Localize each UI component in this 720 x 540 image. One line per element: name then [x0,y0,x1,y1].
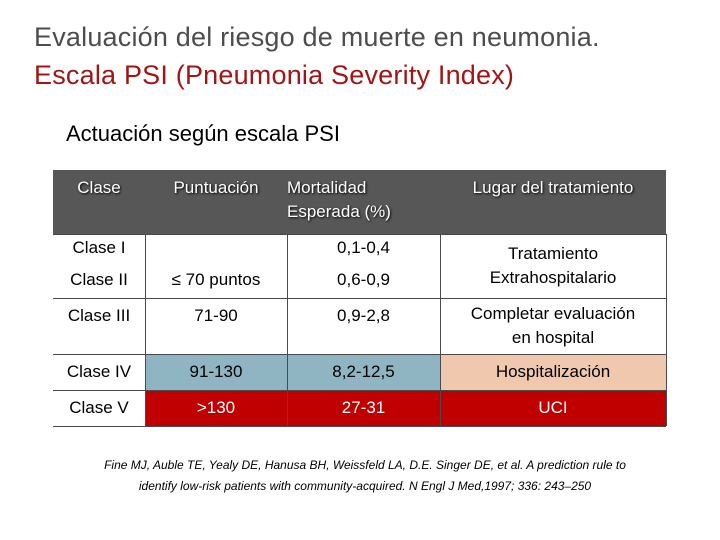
table-divider [53,426,666,427]
row-1-puntuacion [145,234,287,262]
row-3-lugar-line2: en hospital [511,328,595,347]
citation-line1: Fine MJ, Auble TE, Yealy DE, Hanusa BH, … [104,458,626,472]
table-divider [53,234,666,235]
row-5-lugar: UCI [440,390,666,426]
row-1-clase: Clase I [53,234,145,262]
table-divider [440,234,441,426]
table-divider [666,234,667,426]
row-3-mortalidad: 0,9-2,8 [287,298,440,354]
row-3-puntuacion: 71-90 [145,298,287,354]
slide-subtitle: Actuación según escala PSI [66,121,340,146]
row-5-clase: Clase V [53,390,145,426]
row-2-clase: Clase II [53,262,145,298]
row-5-mortalidad: 27-31 [287,390,440,426]
header-mortalidad: Mortalidad Esperada (%) [287,170,440,234]
row-3-clase: Clase III [53,298,145,354]
citation-reference: Fine MJ, Auble TE, Yealy DE, Hanusa BH, … [50,455,680,497]
row-3-lugar: Completar evaluación en hospital [440,298,666,354]
row-2-mortalidad: 0,6-0,9 [287,262,440,298]
row-4-puntuacion: 91-130 [145,354,287,390]
row-2-puntuacion: ≤ 70 puntos [145,262,287,298]
header-lugar: Lugar del tratamiento [440,170,666,234]
lugar-extrahospitalario-line1: Tratamiento [507,244,599,264]
table-divider [53,390,666,391]
lugar-extrahospitalario-line2: Extrahospitalario [489,268,617,287]
citation-line2: identify low-risk patients with communit… [138,479,592,493]
row-3-lugar-line1: Completar evaluación [470,304,636,324]
table-divider [145,234,146,426]
header-clase: Clase [53,170,145,234]
table-divider [53,298,666,299]
header-mortalidad-line1: Mortalidad [287,178,367,197]
table-divider [287,234,288,426]
row-4-mortalidad: 8,2-12,5 [287,354,440,390]
lugar-extrahospitalario: Tratamiento Extrahospitalario [440,234,666,298]
slide-title-line1: Evaluación del riesgo de muerte en neumo… [34,22,600,52]
row-5-puntuacion: >130 [145,390,287,426]
table-divider [53,354,666,355]
row-4-clase: Clase IV [53,354,145,390]
slide-title-line2: Escala PSI (Pneumonia Severity Index) [34,60,515,90]
header-mortalidad-line2: Esperada (%) [287,201,391,221]
row-4-lugar: Hospitalización [440,354,666,390]
header-puntuacion: Puntuación [145,170,287,234]
row-1-mortalidad: 0,1-0,4 [287,234,440,262]
